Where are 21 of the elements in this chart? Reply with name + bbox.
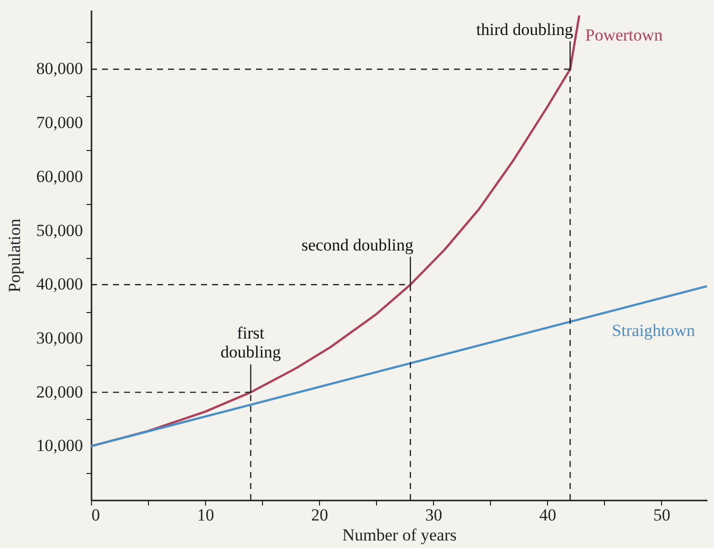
x-tick-label: 0 bbox=[92, 506, 100, 524]
y-tick-label: 20,000 bbox=[36, 382, 83, 402]
x-tick-label: 40 bbox=[539, 506, 556, 524]
series-label: Powertown bbox=[585, 25, 664, 44]
x-tick-label: 30 bbox=[425, 506, 442, 524]
y-tick-label: 60,000 bbox=[36, 166, 83, 186]
x-tick-label: 10 bbox=[197, 506, 214, 524]
annotation: third doubling bbox=[476, 20, 574, 40]
y-tick-label: 80,000 bbox=[36, 59, 83, 78]
y-tick-label: 10,000 bbox=[36, 436, 83, 456]
y-tick-label: 70,000 bbox=[36, 113, 83, 132]
annotation: second doubling bbox=[302, 236, 414, 255]
x-tick-label: 20 bbox=[311, 506, 328, 524]
y-axis-title: Population bbox=[5, 218, 24, 292]
x-tick-label: 50 bbox=[653, 506, 670, 524]
y-tick-label: 40,000 bbox=[36, 274, 83, 294]
annotation: first doubling bbox=[220, 323, 282, 362]
y-tick-label: 30,000 bbox=[36, 328, 83, 348]
y-tick-label: 50,000 bbox=[36, 220, 83, 240]
x-axis-title: Number of years bbox=[342, 526, 457, 544]
series-label: Straightown bbox=[612, 321, 696, 340]
